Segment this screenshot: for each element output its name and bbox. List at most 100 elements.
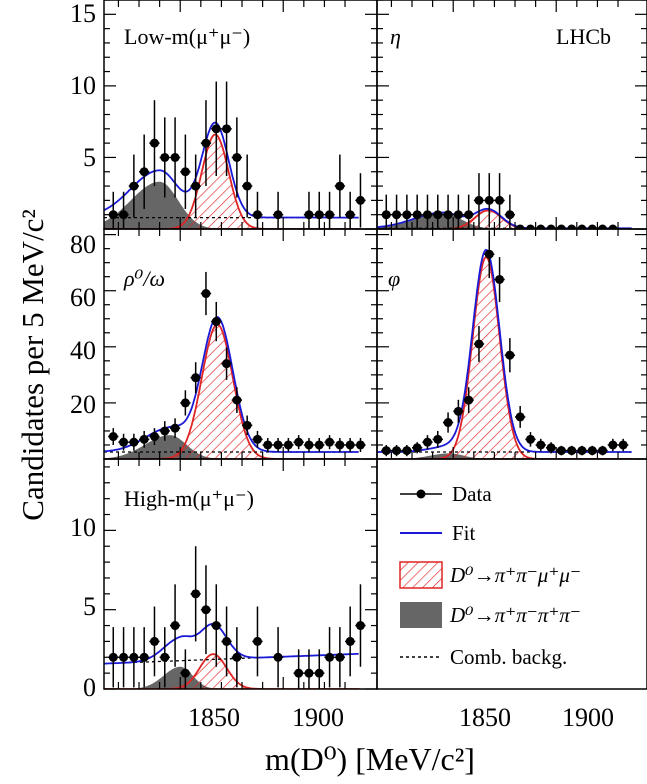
data-point (303, 191, 315, 229)
data-point-marker (577, 446, 587, 456)
data-point (262, 437, 273, 452)
data-point (334, 627, 346, 688)
data-point-marker (232, 395, 242, 405)
data-point-marker (139, 167, 149, 177)
data-point-marker (474, 195, 484, 205)
data-point-marker (335, 440, 345, 450)
data-point (432, 430, 443, 448)
data-point-marker (422, 210, 432, 220)
data-point-marker (443, 210, 453, 220)
x-tick-label: 1900 (562, 703, 614, 732)
data-point-marker (294, 668, 304, 678)
signal-area (104, 653, 360, 689)
data-point (252, 191, 263, 229)
data-point (463, 387, 474, 413)
data-point (607, 224, 619, 229)
data-point-marker (242, 420, 252, 430)
y-tick-label: 15 (70, 0, 96, 28)
data-point (515, 224, 526, 229)
data-point-marker (232, 152, 242, 162)
legend-peaking-swatch (400, 602, 442, 628)
data-point (587, 224, 598, 229)
data-point (149, 606, 160, 677)
data-point (463, 194, 474, 229)
data-point (180, 390, 191, 416)
data-point-marker (283, 440, 293, 450)
data-point-marker (345, 210, 355, 220)
data-point (576, 445, 588, 456)
data-point (221, 606, 232, 677)
signal-area (377, 256, 633, 459)
data-point-marker (355, 621, 365, 631)
legend-comb-label: Comb. backg. (450, 645, 567, 669)
data-point-marker (608, 224, 618, 229)
data-point-marker (211, 124, 221, 134)
data-point (355, 584, 366, 667)
data-point (355, 437, 366, 452)
data-point-marker (108, 210, 118, 220)
data-point (118, 191, 129, 229)
y-axis-title: Candidates per 5 MeV/c² (15, 209, 50, 520)
data-point (432, 194, 443, 229)
panels (104, 81, 633, 689)
data-point-marker (252, 434, 262, 444)
legend-fit-label: Fit (452, 521, 476, 545)
data-point-marker (567, 224, 577, 229)
data-point (345, 191, 356, 229)
data-point-marker (180, 167, 190, 177)
data-point-marker (402, 446, 412, 456)
data-point-marker (325, 210, 335, 220)
data-point (252, 606, 263, 677)
data-point-marker (129, 181, 139, 191)
data-point (200, 271, 212, 316)
data-point (169, 418, 181, 438)
data-point (272, 191, 284, 229)
data-point-marker (453, 210, 463, 220)
data-point (231, 117, 243, 198)
data-point (159, 627, 170, 688)
data-point (355, 173, 366, 228)
data-point-marker (505, 210, 515, 220)
y-tick-labels-panel-bottom: 10 5 0 (70, 513, 96, 702)
data-point (391, 194, 402, 229)
data-point (535, 438, 546, 452)
data-point (159, 421, 170, 441)
data-point-marker (304, 210, 314, 220)
data-point (597, 224, 608, 229)
data-point (139, 627, 150, 688)
data-point-marker (345, 636, 355, 646)
data-point-marker (304, 668, 314, 678)
data-point-marker (180, 398, 190, 408)
data-point (334, 154, 346, 218)
data-point (272, 437, 284, 452)
data-point-marker (191, 373, 201, 383)
data-point-marker (335, 181, 345, 191)
data-point (118, 627, 129, 688)
data-point-marker (556, 224, 566, 229)
legend-panel-frame (376, 458, 647, 690)
data-point-marker (273, 652, 283, 662)
data-point-marker (598, 446, 608, 456)
data-point-marker (263, 440, 273, 450)
data-point (252, 430, 263, 448)
data-point-marker (392, 446, 402, 456)
data-point-marker (556, 446, 566, 456)
data-point-marker (294, 437, 304, 447)
data-point (128, 627, 140, 688)
axes-frames (103, 0, 647, 690)
data-point (345, 606, 356, 677)
data-point (587, 445, 598, 456)
data-point-marker (546, 443, 556, 453)
data-point-marker (314, 668, 324, 678)
data-point-marker (474, 339, 484, 349)
legend-data-label: Data (452, 482, 492, 506)
data-point (169, 584, 181, 667)
data-point (200, 565, 212, 655)
data-point (231, 627, 243, 688)
y-tick-label: 5 (83, 592, 96, 621)
data-point (412, 442, 423, 454)
data-point-marker (525, 434, 535, 444)
data-point-marker (252, 636, 262, 646)
data-point-marker (222, 124, 232, 134)
y-tick-labels-panel-middle: 80 60 40 20 (70, 230, 96, 419)
